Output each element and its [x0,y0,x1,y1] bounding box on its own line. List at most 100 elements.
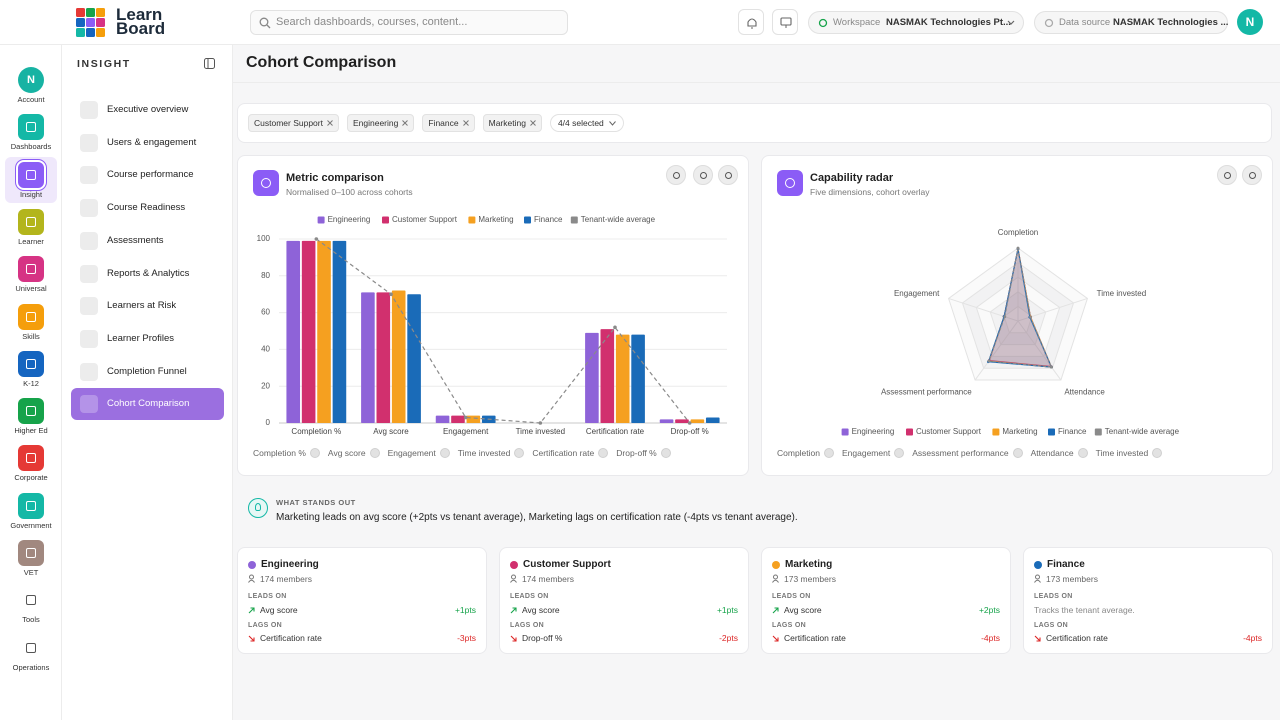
spoke [948,297,1019,322]
icon-rail: N Account Dashboards Insight Learner Universa… [0,45,62,720]
rail-item[interactable]: Tools [0,582,62,628]
metric-toggle[interactable]: Drop-off % [616,448,671,458]
metric-toggle-label: Time invested [1095,448,1149,458]
button-glyph [725,172,732,179]
rail-item[interactable]: Universal [0,251,62,297]
filter-chip[interactable]: Engineering [346,114,415,132]
remove-icon[interactable] [462,120,469,126]
axis-label: Time invested [1097,289,1147,298]
icon-shape [608,120,616,126]
rail-label: Higher Ed [14,426,48,436]
remove-icon[interactable] [327,120,333,126]
x-tick-label: Avg score [373,427,409,436]
filter-chip[interactable]: Marketing [482,114,542,132]
down-arrow [1034,635,1041,642]
metric-toggle[interactable]: Assessment performance [912,448,1023,458]
rail-item[interactable]: Operations [0,630,62,676]
metric-toggle[interactable]: Completion [777,448,834,458]
metric-toggle-icon [1012,448,1023,458]
rail-item[interactable]: Dashboards [0,109,62,155]
metric-toggle[interactable]: Certification rate [532,448,609,458]
nav-item[interactable]: Course performance [71,159,224,191]
search-box[interactable]: Search dashboards, courses, content... [250,10,568,35]
nav-item[interactable]: Cohort Comparison [71,388,224,421]
legend-label: Customer Support [392,215,458,224]
rail-glyph [26,500,36,511]
nav-icon [80,362,98,381]
nav-icon [80,395,98,414]
selection-dropdown[interactable]: 4/4 selected [549,114,624,132]
icon-shape [510,607,517,614]
bar [690,419,705,423]
rail-item[interactable]: Learner [0,204,62,250]
rail-item[interactable]: Corporate [0,440,62,486]
rail-icon [18,208,44,235]
chart: 0 20 40 60 80 100 Completion % Avg score Engagem… [257,215,727,436]
nav-item[interactable]: Users & engagement [71,127,224,159]
rail-item[interactable]: Insight [0,156,62,203]
metric-toggle-label: Drop-off % [616,448,657,458]
metric-toggle[interactable]: Engagement [842,448,905,458]
bar [435,415,450,423]
spoke [974,320,1019,381]
icon-shape [511,574,516,580]
rail-item[interactable]: K-12 [0,346,62,392]
remove-icon[interactable] [402,120,409,126]
rail-item[interactable]: VET [0,535,62,581]
metric-toggle[interactable]: Time invested [458,448,525,458]
x-tick-label: Completion % [291,427,341,436]
filter-chip[interactable]: Customer Support [248,114,339,132]
nav-item[interactable]: Assessments [71,225,224,257]
workspace-selector[interactable]: Workspace NASMAK Technologies Pt... [808,11,1024,34]
display-button[interactable] [772,9,798,35]
cohort-name: Customer Support [523,559,611,570]
datasource-selector[interactable]: Data source NASMAK Technologies ... [1034,11,1228,34]
metric-toggle[interactable]: Avg score [328,448,380,458]
nav-item[interactable]: Completion Funnel [71,356,224,388]
nav-label: Executive overview [107,104,189,115]
cohort-name: Marketing [785,559,833,570]
metric-toggle[interactable]: Time invested [1096,448,1163,458]
rail-item[interactable]: N Account [0,62,62,108]
rail-label: Government [10,520,52,530]
nav-label: Assessments [107,234,164,246]
average-point [538,421,543,425]
metric-toggle[interactable]: Completion % [253,448,320,458]
rail-icon [18,303,44,330]
rail-item[interactable]: Higher Ed [0,393,62,439]
nav-label: Cohort Comparison [107,398,190,410]
icon-shape [772,635,779,642]
radar-point [987,359,991,363]
metric-toggle[interactable]: Engagement [388,448,450,458]
lag-metric: Certification rate [1046,633,1108,643]
members-icon [772,574,779,583]
legend-label: Marketing [478,215,513,224]
chart-action-button[interactable] [718,165,738,185]
icon-shape [249,574,254,580]
rail-item[interactable]: Government [0,488,62,534]
nav-item[interactable]: Reports & Analytics [71,258,224,290]
filter-chip[interactable]: Finance [422,114,475,132]
divider [233,82,1280,83]
nav-icon [80,264,98,283]
nav-item[interactable]: Learner Profiles [71,323,224,355]
chart-action-button[interactable] [666,165,686,185]
icon-shape [530,120,536,126]
nav-item[interactable]: Course Readiness [71,192,224,224]
notifications-button[interactable] [738,9,764,35]
remove-icon[interactable] [530,120,536,126]
avatar[interactable]: N [1237,9,1263,35]
rail-glyph [26,642,36,653]
nav-item[interactable]: Learners at Risk [71,290,224,322]
chip-label: Marketing [488,118,526,128]
chart-action-button[interactable] [1242,165,1262,185]
chart-action-button[interactable] [693,165,713,185]
rail-glyph [26,264,36,275]
chart-action-button[interactable] [1217,165,1237,185]
legend-label: Engineering [852,427,895,436]
nav-item[interactable]: Executive overview [71,94,224,126]
metric-toggle-label: Time invested [457,448,511,458]
metric-toggle[interactable]: Attendance [1031,448,1088,458]
rail-item[interactable]: Skills [0,299,62,345]
logo-tile [76,8,85,17]
